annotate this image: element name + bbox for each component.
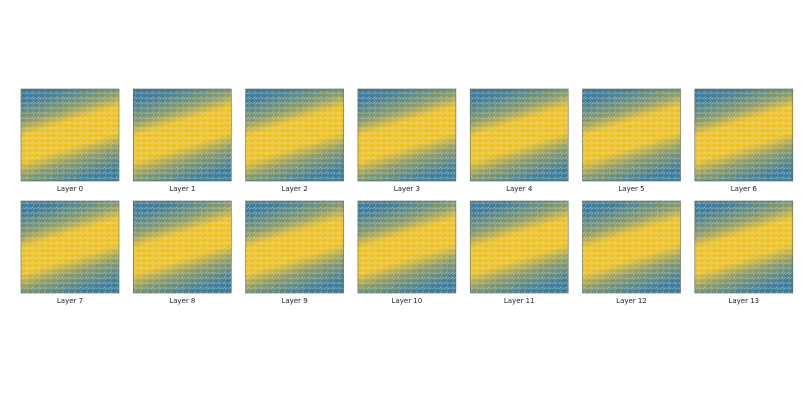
panel-border: [20, 200, 120, 294]
panel-border: [469, 88, 569, 182]
panel-border: [133, 88, 232, 182]
panel-border: [245, 200, 344, 294]
panel-texture: [21, 89, 119, 181]
panel-label: Layer 12: [616, 297, 647, 305]
panel-texture: [694, 201, 793, 293]
panel-border: [582, 200, 681, 294]
panel-label: Layer 1: [169, 185, 195, 193]
panel-texture: [21, 201, 119, 293]
panel-border: [133, 200, 232, 294]
panel-label: Layer 4: [506, 185, 533, 193]
panel-label: Layer 8: [169, 297, 195, 305]
panel-label: Layer 3: [394, 185, 420, 193]
panel-texture: [133, 89, 232, 181]
panel-texture: [357, 201, 456, 293]
panel-texture: [582, 89, 681, 181]
panel-texture: [357, 89, 456, 181]
panel-texture: [133, 201, 232, 293]
panel-border: [357, 88, 457, 182]
panel-label: Layer 7: [57, 297, 83, 305]
panel-label: Layer 6: [731, 185, 758, 193]
panel-border: [582, 88, 681, 182]
panel-border: [694, 88, 794, 182]
panel-texture: [470, 89, 569, 181]
panel-label: Layer 0: [57, 185, 83, 193]
panel-label: Layer 5: [618, 185, 644, 193]
panel-label: Layer 13: [728, 297, 759, 305]
panel-border: [694, 200, 794, 294]
panel-texture: [245, 201, 344, 293]
panel-border: [469, 200, 569, 294]
panel-label: Layer 2: [281, 185, 307, 193]
panel-border: [245, 88, 344, 182]
panel-label: Layer 11: [504, 297, 535, 305]
panel-texture: [245, 89, 344, 181]
panel-label: Layer 10: [392, 297, 423, 305]
panel-texture: [470, 201, 569, 293]
panel-texture: [582, 201, 681, 293]
panel-texture: [694, 89, 793, 181]
panel-border: [20, 88, 120, 182]
panel-label: Layer 9: [281, 297, 307, 305]
panel-border: [357, 200, 457, 294]
